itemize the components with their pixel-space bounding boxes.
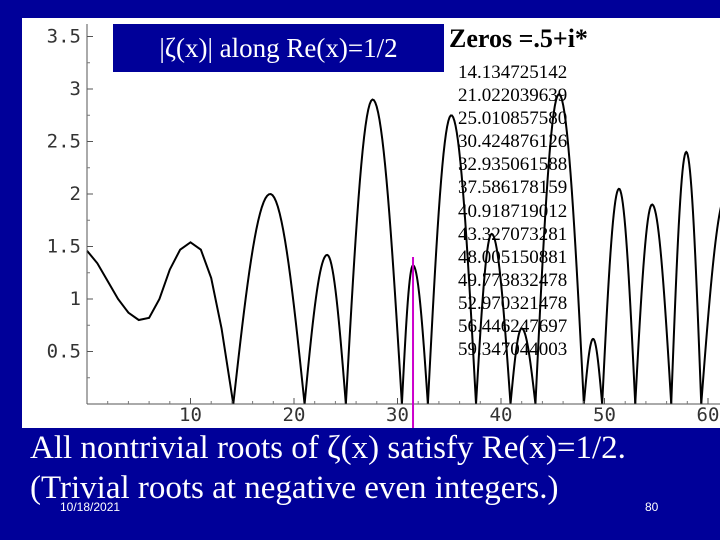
slide-page-number: 80 xyxy=(645,500,659,514)
curve-segment xyxy=(232,193,306,405)
zero-value: 56.446247697 xyxy=(458,316,568,338)
zero-value: 30.424876126 xyxy=(458,131,568,153)
statement-line-1: All nontrivial roots of ζ(x) satisfy Re(… xyxy=(30,430,626,466)
zero-value: 48.005150881 xyxy=(458,246,568,268)
zero-value: 43.327073281 xyxy=(458,223,568,245)
zero-value: 37.586178159 xyxy=(458,177,568,199)
y-tick-label: 2 xyxy=(70,183,81,205)
curve-segment xyxy=(700,206,720,405)
slide-statement: All nontrivial roots of ζ(x) satisfy Re(… xyxy=(30,428,626,508)
zeta-magnitude-chart: 0.5 1 1.5 2 2.5 3 3.5 10 20 30 40 50 60 xyxy=(47,24,720,428)
chart-title: |ζ(x)| along Re(x)=1/2 xyxy=(113,24,444,72)
y-tick-label: 3 xyxy=(70,78,81,100)
zero-value: 49.773832478 xyxy=(458,269,568,291)
zeros-list: 14.134725142 21.022039639 25.010857580 30.4… xyxy=(458,61,567,361)
zero-value: 32.935061588 xyxy=(458,154,568,176)
y-tick-label: 0.5 xyxy=(47,341,81,363)
curve-segment xyxy=(344,98,403,405)
curve-segment xyxy=(303,253,347,405)
statement-line-2: (Trivial roots at negative even integers… xyxy=(30,470,559,506)
zero-value: 25.010857580 xyxy=(458,108,568,130)
slide-date: 10/18/2021 xyxy=(60,500,121,514)
zero-value: 52.970321478 xyxy=(458,292,568,314)
x-tick-label: 30 xyxy=(386,404,409,426)
curve-segment xyxy=(582,337,604,405)
zero-value: 21.022039639 xyxy=(458,85,568,107)
y-tick-label: 2.5 xyxy=(47,131,81,153)
x-tick-label: 50 xyxy=(593,404,616,426)
curve-segment xyxy=(534,93,585,405)
x-tick-label: 10 xyxy=(179,404,202,426)
y-tick-label: 3.5 xyxy=(47,26,81,48)
y-tick-label: 1.5 xyxy=(47,236,81,258)
curve-segment xyxy=(86,241,235,405)
curve-segment xyxy=(400,264,429,405)
plot-area: 0.5 1 1.5 2 2.5 3 3.5 10 20 30 40 50 60 xyxy=(22,18,720,428)
x-tick-label: 20 xyxy=(283,404,306,426)
x-tick-label: 60 xyxy=(697,404,720,426)
curve-segment xyxy=(601,187,637,405)
y-tick-label: 1 xyxy=(70,288,81,310)
curve-segment xyxy=(670,150,703,405)
zero-value: 40.918719012 xyxy=(458,200,568,222)
curve-segment xyxy=(475,232,512,405)
zeros-heading: Zeros =.5+i* xyxy=(449,24,588,53)
zero-value: 59.347044003 xyxy=(458,339,568,361)
curve-segment xyxy=(634,203,673,405)
curve-segment xyxy=(426,114,478,405)
zero-value: 14.134725142 xyxy=(458,62,568,83)
curve-segment xyxy=(509,327,537,405)
x-tick-label: 40 xyxy=(490,404,513,426)
